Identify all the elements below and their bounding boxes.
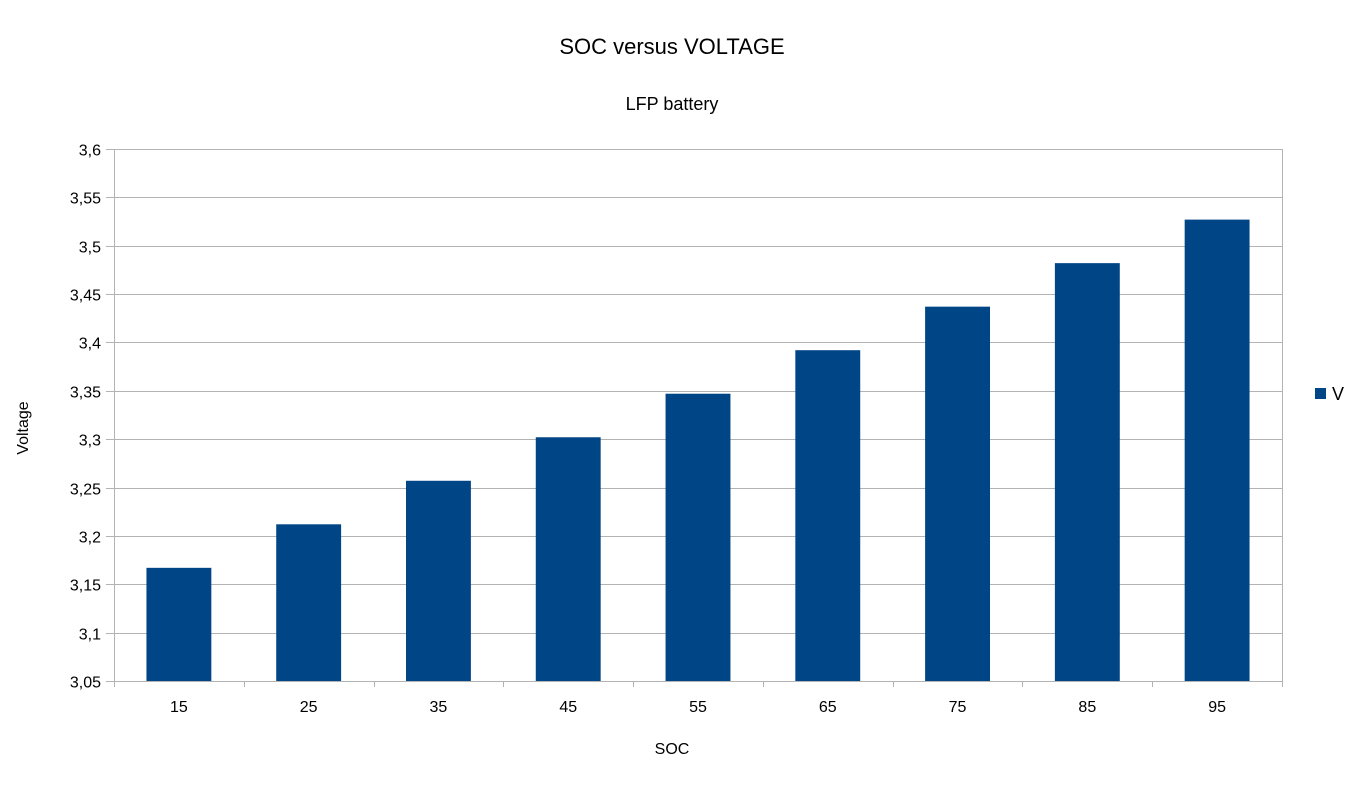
y-axis-label: Voltage [15, 401, 32, 454]
x-tick-label: 55 [689, 699, 707, 716]
x-tick-label: 65 [819, 699, 837, 716]
x-tick-label: 45 [559, 699, 577, 716]
bar [665, 393, 731, 681]
legend: V [1315, 384, 1344, 404]
bar [1184, 219, 1250, 682]
y-tick-label: 3,6 [79, 143, 101, 160]
bar [146, 567, 212, 681]
x-tick-label: 25 [300, 699, 318, 716]
bar [1054, 263, 1120, 681]
y-tick-label: 3,55 [70, 191, 101, 208]
x-axis-label: SOC [655, 741, 690, 758]
x-tick-label: 15 [170, 699, 188, 716]
chart-subtitle: LFP battery [626, 94, 719, 114]
y-tick-label: 3,15 [70, 578, 101, 595]
axes [114, 149, 1283, 687]
y-tick-label: 3,05 [70, 675, 101, 692]
tick-labels: 3,05 3,1 3,15 3,2 3,25 3,3 3,35 3,4 3,45 3,5 3,55 3… [70, 143, 1226, 717]
y-tick-label: 3,35 [70, 385, 101, 402]
bar [276, 524, 342, 681]
y-tick-label: 3,1 [79, 627, 101, 644]
x-tick-label: 75 [949, 699, 967, 716]
bar [795, 350, 861, 681]
y-tick-label: 3,45 [70, 288, 101, 305]
legend-swatch [1315, 388, 1326, 399]
bars [146, 219, 1250, 682]
y-tick-label: 3,3 [79, 433, 101, 450]
x-tick-label: 35 [430, 699, 448, 716]
y-tick-label: 3,2 [79, 530, 101, 547]
bar [406, 480, 471, 681]
y-tick-label: 3,4 [79, 336, 101, 353]
x-tick-label: 95 [1208, 699, 1226, 716]
y-tick-label: 3,25 [70, 482, 101, 499]
bar [925, 306, 990, 681]
y-tick-label: 3,5 [79, 240, 101, 257]
bar [535, 437, 601, 681]
legend-label: V [1332, 384, 1344, 404]
chart-title: SOC versus VOLTAGE [559, 34, 784, 59]
x-tick-label: 85 [1078, 699, 1096, 716]
